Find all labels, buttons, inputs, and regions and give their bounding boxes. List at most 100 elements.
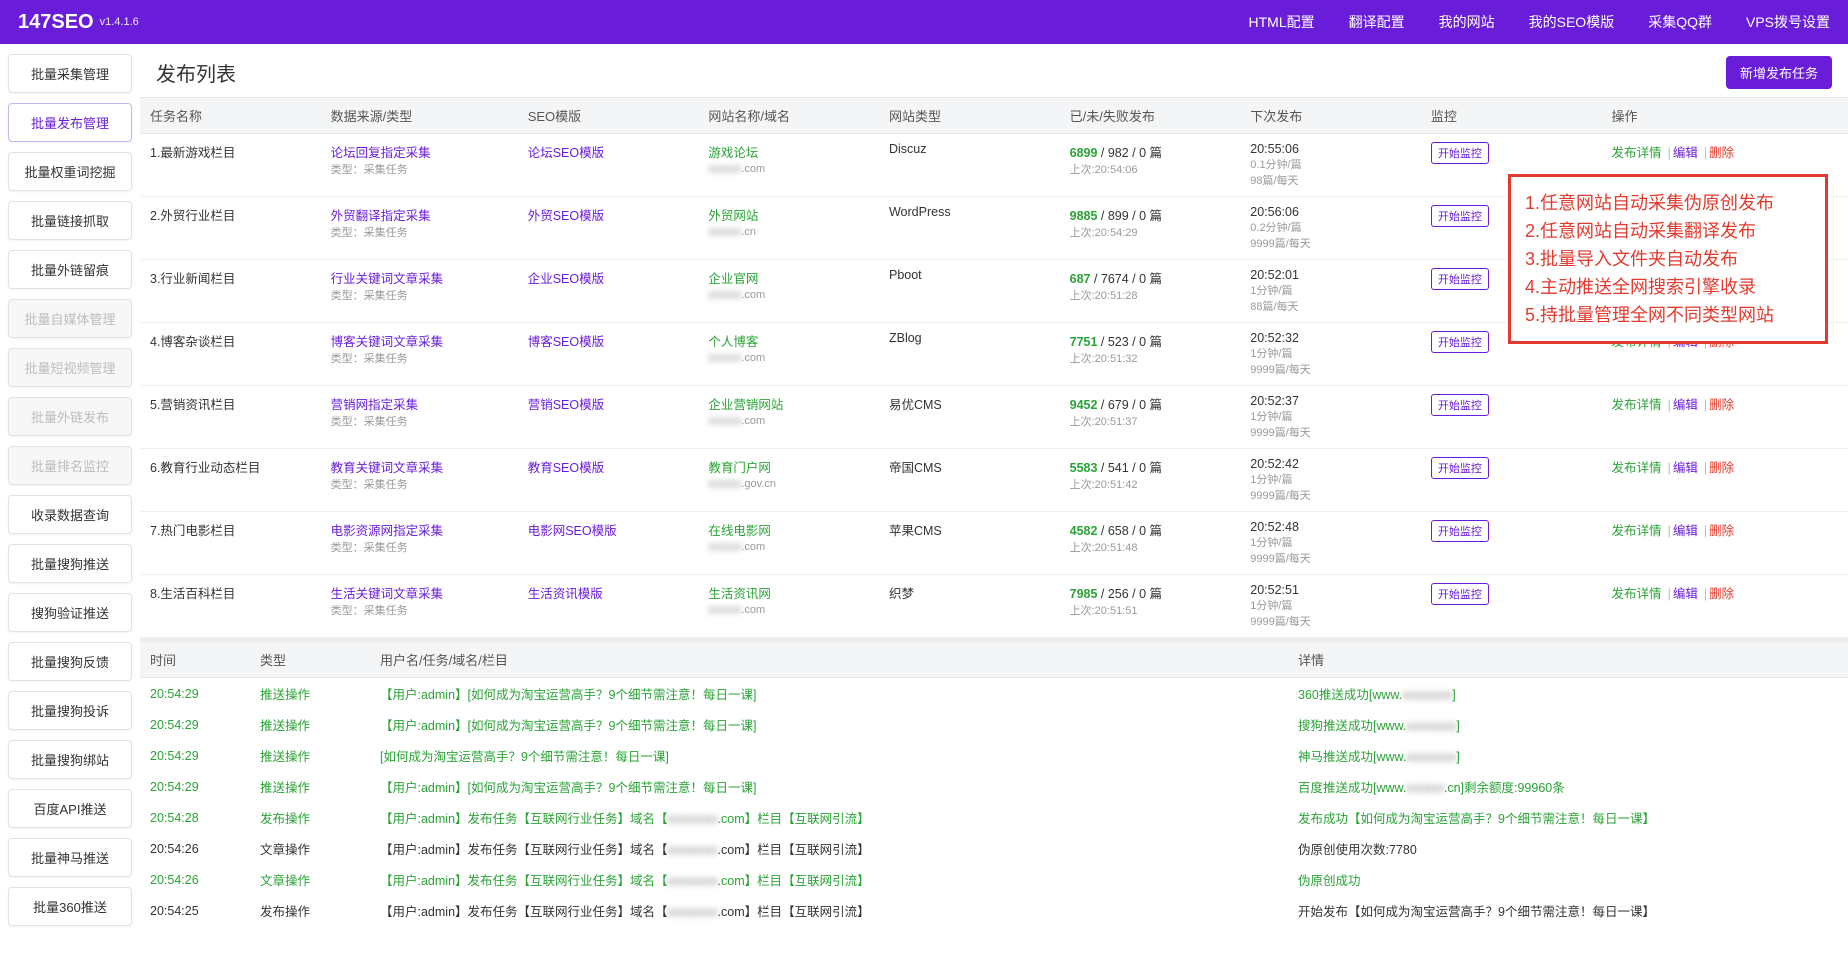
task-name: 6.教育行业动态栏目: [140, 449, 321, 512]
task-source-link[interactable]: 行业关键词文章采集: [331, 272, 444, 286]
task-template-link[interactable]: 外贸SEO模版: [528, 209, 604, 223]
task-site-link[interactable]: 外贸网站: [708, 209, 758, 223]
op-edit-link[interactable]: 编辑: [1673, 461, 1698, 475]
log-type: 推送操作: [250, 709, 370, 740]
task-site-link[interactable]: 在线电影网: [708, 524, 771, 538]
op-detail-link[interactable]: 发布详情: [1612, 524, 1662, 538]
op-edit-link[interactable]: 编辑: [1673, 398, 1698, 412]
sidebar-item: 批量外链发布: [8, 397, 132, 436]
op-detail-link[interactable]: 发布详情: [1612, 398, 1662, 412]
task-site-link[interactable]: 教育门户网: [708, 461, 771, 475]
monitor-button[interactable]: 开始监控: [1431, 142, 1489, 164]
log-col-header: 类型: [250, 642, 370, 678]
log-type: 推送操作: [250, 771, 370, 802]
log-task: 【用户:admin】发布任务【互联网行业任务】域名【xxxxxxxx.com】栏…: [370, 864, 1288, 895]
sidebar-item[interactable]: 批量外链留痕: [8, 250, 132, 289]
task-next-publish: 20:52:371分钟/篇9999篇/每天: [1240, 386, 1421, 449]
task-next-publish: 20:52:421分钟/篇9999篇/每天: [1240, 449, 1421, 512]
task-source-link[interactable]: 论坛回复指定采集: [331, 146, 431, 160]
task-source-link[interactable]: 外贸翻译指定采集: [331, 209, 431, 223]
sidebar-item[interactable]: 批量搜狗投诉: [8, 691, 132, 730]
log-row: 20:54:29推送操作【用户:admin】[如何成为淘宝运营高手？9个细节需注…: [140, 771, 1848, 802]
task-site-link[interactable]: 生活资讯网: [708, 587, 771, 601]
task-col-header: 任务名称: [140, 98, 321, 134]
sidebar-item[interactable]: 批量权重词挖掘: [8, 152, 132, 191]
task-name: 2.外贸行业栏目: [140, 197, 321, 260]
task-source-link[interactable]: 营销网指定采集: [331, 398, 419, 412]
sidebar-item[interactable]: 收录数据查询: [8, 495, 132, 534]
sidebar-item[interactable]: 批量采集管理: [8, 54, 132, 93]
sidebar-item[interactable]: 批量神马推送: [8, 838, 132, 877]
task-col-header: 已/未/失败发布: [1060, 98, 1241, 134]
topnav-item[interactable]: 我的网站: [1439, 12, 1495, 32]
task-publish-stats: 7751 / 523 / 0 篇上次:20:51:32: [1060, 323, 1241, 386]
sidebar-item[interactable]: 百度API推送: [8, 789, 132, 828]
task-site-link[interactable]: 个人博客: [708, 335, 758, 349]
op-edit-link[interactable]: 编辑: [1673, 146, 1698, 160]
topnav-item[interactable]: 翻译配置: [1349, 12, 1405, 32]
task-source-type: 类型：采集任务: [331, 416, 408, 428]
task-source-type: 类型：采集任务: [331, 479, 408, 491]
sidebar-item[interactable]: 搜狗验证推送: [8, 593, 132, 632]
op-delete-link[interactable]: 删除: [1709, 524, 1734, 538]
topnav-item[interactable]: 我的SEO模版: [1529, 12, 1615, 32]
task-template-link[interactable]: 营销SEO模版: [528, 398, 604, 412]
task-source-link[interactable]: 生活关键词文章采集: [331, 587, 444, 601]
task-template-link[interactable]: 生活资讯模版: [528, 587, 603, 601]
op-detail-link[interactable]: 发布详情: [1612, 587, 1662, 601]
op-edit-link[interactable]: 编辑: [1673, 524, 1698, 538]
task-site-link[interactable]: 企业官网: [708, 272, 758, 286]
sidebar-item[interactable]: 批量搜狗反馈: [8, 642, 132, 681]
monitor-button[interactable]: 开始监控: [1431, 331, 1489, 353]
task-next-publish: 20:52:481分钟/篇9999篇/每天: [1240, 512, 1421, 575]
callout-line: 2.任意网站自动采集翻译发布: [1525, 217, 1811, 245]
task-site-link[interactable]: 游戏论坛: [708, 146, 758, 160]
task-template-link[interactable]: 博客SEO模版: [528, 335, 604, 349]
task-site-type: WordPress: [879, 197, 1060, 260]
log-detail: 神马推送成功[www.xxxxxxxx]: [1288, 740, 1848, 771]
task-next-publish: 20:52:011分钟/篇88篇/每天: [1240, 260, 1421, 323]
monitor-button[interactable]: 开始监控: [1431, 457, 1489, 479]
op-delete-link[interactable]: 删除: [1709, 461, 1734, 475]
task-template-link[interactable]: 教育SEO模版: [528, 461, 604, 475]
table-row: 7.热门电影栏目电影资源网指定采集类型：采集任务电影网SEO模版在线电影网xxx…: [140, 512, 1848, 575]
task-name: 7.热门电影栏目: [140, 512, 321, 575]
monitor-button[interactable]: 开始监控: [1431, 583, 1489, 605]
callout-line: 1.任意网站自动采集伪原创发布: [1525, 189, 1811, 217]
op-detail-link[interactable]: 发布详情: [1612, 461, 1662, 475]
sidebar-item[interactable]: 批量360推送: [8, 887, 132, 926]
sidebar-item[interactable]: 批量搜狗推送: [8, 544, 132, 583]
task-source-link[interactable]: 电影资源网指定采集: [331, 524, 444, 538]
op-delete-link[interactable]: 删除: [1709, 398, 1734, 412]
task-template-link[interactable]: 电影网SEO模版: [528, 524, 617, 538]
task-source-type: 类型：采集任务: [331, 353, 408, 365]
task-template-link[interactable]: 论坛SEO模版: [528, 146, 604, 160]
monitor-button[interactable]: 开始监控: [1431, 394, 1489, 416]
topnav-item[interactable]: HTML配置: [1249, 12, 1315, 32]
monitor-button[interactable]: 开始监控: [1431, 520, 1489, 542]
monitor-button[interactable]: 开始监控: [1431, 268, 1489, 290]
op-delete-link[interactable]: 删除: [1709, 587, 1734, 601]
op-detail-link[interactable]: 发布详情: [1612, 146, 1662, 160]
log-row: 20:54:29推送操作[如何成为淘宝运营高手？9个细节需注意！每日一课]神马推…: [140, 740, 1848, 771]
op-edit-link[interactable]: 编辑: [1673, 587, 1698, 601]
topnav-item[interactable]: VPS拨号设置: [1746, 12, 1830, 32]
log-time: 20:54:29: [140, 740, 250, 771]
task-site-type: Discuz: [879, 134, 1060, 197]
task-source-link[interactable]: 教育关键词文章采集: [331, 461, 444, 475]
op-delete-link[interactable]: 删除: [1709, 146, 1734, 160]
task-site-link[interactable]: 企业营销网站: [708, 398, 783, 412]
sidebar: 批量采集管理批量发布管理批量权重词挖掘批量链接抓取批量外链留痕批量自媒体管理批量…: [0, 44, 140, 963]
task-name: 1.最新游戏栏目: [140, 134, 321, 197]
task-template-link[interactable]: 企业SEO模版: [528, 272, 604, 286]
sidebar-item[interactable]: 批量链接抓取: [8, 201, 132, 240]
callout-line: 3.批量导入文件夹自动发布: [1525, 245, 1811, 273]
task-source-link[interactable]: 博客关键词文章采集: [331, 335, 444, 349]
task-site-type: 织梦: [879, 575, 1060, 638]
sidebar-item[interactable]: 批量发布管理: [8, 103, 132, 142]
task-publish-stats: 7985 / 256 / 0 篇上次:20:51:51: [1060, 575, 1241, 638]
add-task-button[interactable]: 新增发布任务: [1726, 56, 1832, 89]
topnav-item[interactable]: 采集QQ群: [1648, 12, 1712, 32]
sidebar-item[interactable]: 批量搜狗绑站: [8, 740, 132, 779]
monitor-button[interactable]: 开始监控: [1431, 205, 1489, 227]
